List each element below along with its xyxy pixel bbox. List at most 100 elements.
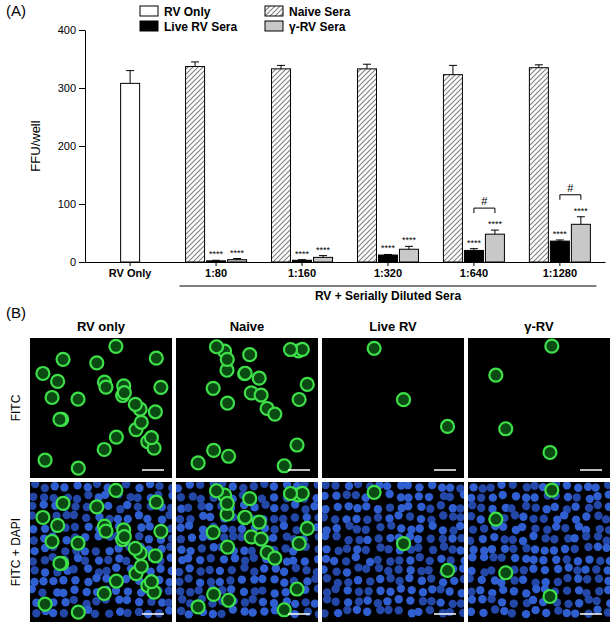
nucleus	[146, 482, 154, 488]
nucleus	[165, 511, 172, 519]
bar	[529, 68, 548, 262]
error-bar	[363, 64, 371, 69]
nucleus	[270, 482, 278, 490]
nucleus	[457, 599, 464, 607]
x-tick: 1:80	[205, 262, 227, 279]
nucleus	[419, 597, 427, 605]
nucleus	[586, 495, 594, 503]
nucleus	[62, 536, 70, 544]
nucleus	[522, 555, 530, 563]
nucleus	[344, 598, 352, 606]
y-axis-line	[85, 31, 86, 263]
nucleus	[500, 535, 508, 543]
nucleus	[606, 599, 610, 607]
nucleus	[362, 502, 370, 510]
error-stem	[130, 71, 131, 84]
nucleus	[414, 535, 422, 543]
x-tick-label: 1:80	[205, 267, 227, 279]
nucleus	[164, 598, 172, 606]
nucleus	[374, 505, 382, 513]
nucleus	[585, 504, 593, 512]
y-tick: 400	[58, 24, 85, 36]
infected-cell	[253, 372, 266, 385]
nucleus	[486, 483, 494, 491]
nucleus	[529, 515, 537, 523]
infected-cell	[57, 353, 70, 366]
nucleus	[311, 599, 318, 607]
nucleus	[374, 556, 382, 564]
nucleus	[186, 588, 194, 596]
nucleus	[564, 493, 572, 501]
nucleus	[30, 525, 37, 533]
nucleus	[314, 555, 318, 563]
micrograph-bg	[322, 338, 464, 478]
nucleus	[584, 543, 592, 551]
infected-cell	[268, 552, 281, 565]
nucleus	[155, 609, 163, 617]
infected-cell	[397, 393, 410, 406]
nucleus	[353, 525, 361, 533]
nucleus	[355, 536, 363, 544]
nucleus	[397, 524, 405, 532]
nucleus	[177, 493, 185, 501]
nucleus	[186, 547, 194, 555]
infected-cell	[149, 405, 162, 418]
nucleus	[301, 557, 309, 565]
nucleus	[376, 587, 384, 595]
nucleus	[39, 577, 47, 585]
nucleus	[523, 483, 531, 491]
nucleus	[250, 482, 258, 490]
nucleus	[59, 576, 67, 584]
nucleus	[530, 493, 538, 501]
nucleus	[363, 516, 371, 524]
nucleus	[449, 504, 457, 512]
nucleus	[354, 482, 362, 488]
micrograph	[468, 338, 610, 478]
nucleus	[500, 607, 508, 615]
nucleus	[438, 483, 446, 491]
nucleus	[539, 556, 547, 564]
nucleus	[143, 515, 151, 523]
nucleus	[176, 568, 183, 576]
error-stem	[366, 64, 367, 69]
nucleus	[593, 606, 601, 614]
infected-cell	[51, 375, 64, 388]
nucleus	[363, 596, 371, 604]
significance-label: ****	[295, 249, 310, 259]
nucleus	[334, 503, 342, 511]
nucleus	[511, 511, 519, 519]
nucleus	[395, 577, 403, 585]
nucleus	[291, 513, 299, 521]
nucleus	[489, 493, 497, 501]
micrograph	[322, 482, 464, 622]
nucleus	[220, 555, 228, 563]
legend-swatch	[140, 21, 158, 31]
x-axis-line	[86, 262, 606, 263]
nucleus	[196, 556, 204, 564]
nucleus	[352, 515, 360, 523]
nucleus	[552, 556, 560, 564]
nucleus	[478, 576, 486, 584]
nucleus	[270, 504, 278, 512]
nucleus	[168, 534, 172, 542]
bar	[443, 75, 462, 262]
nucleus	[210, 543, 218, 551]
row-title: FITC + DAPI	[9, 518, 23, 586]
nucleus	[250, 567, 258, 575]
nucleus	[518, 523, 526, 531]
y-tick: 0	[70, 256, 85, 268]
infected-cell	[90, 356, 103, 369]
comparison-bracket	[560, 195, 581, 200]
nucleus	[248, 608, 256, 616]
nucleus	[522, 502, 530, 510]
bar	[378, 255, 397, 262]
nucleus	[459, 609, 464, 617]
nucleus	[468, 494, 475, 502]
micrograph	[30, 482, 172, 622]
micrograph-bg	[176, 482, 318, 622]
nucleus	[73, 482, 81, 490]
nucleus	[102, 567, 110, 575]
nucleus	[332, 532, 340, 540]
nucleus	[604, 566, 610, 574]
nucleus	[61, 547, 69, 555]
